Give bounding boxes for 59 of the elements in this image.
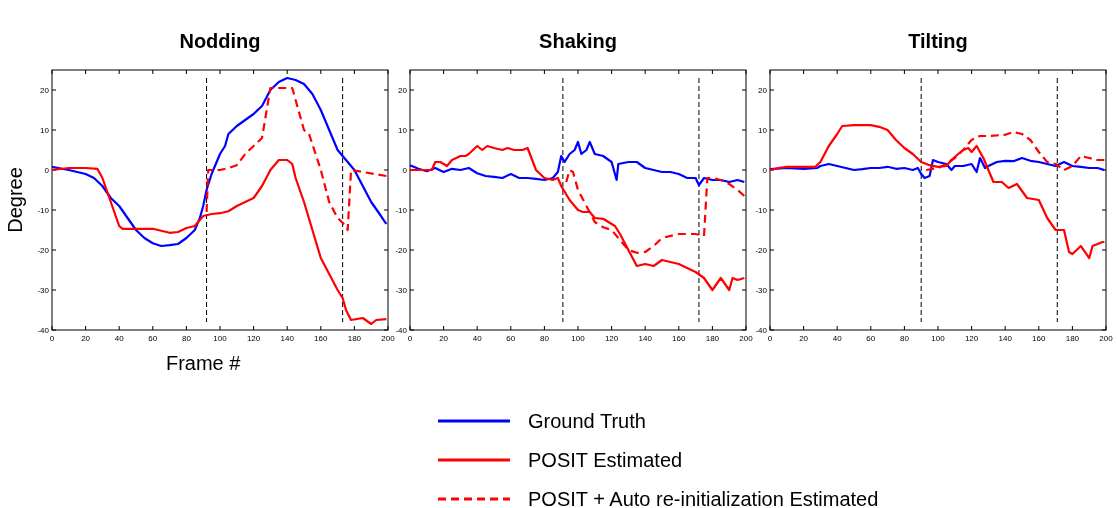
y-tick-label: -40: [755, 325, 768, 335]
x-axis-title: Frame #: [165, 352, 242, 374]
x-tick-label: 100: [931, 334, 946, 343]
y-tick-label: -10: [395, 205, 408, 215]
x-tick-label: 200: [739, 334, 754, 343]
y-tick-label: -10: [37, 205, 50, 215]
x-tick-label: 40: [472, 334, 483, 343]
x-tick-label: 40: [114, 334, 125, 343]
legend-label: POSIT Estimated: [528, 449, 683, 471]
y-tick-label: -40: [395, 325, 408, 335]
x-tick-label: 180: [1065, 334, 1080, 343]
x-tick-label: 160: [672, 334, 687, 343]
legend-label: POSIT + Auto re-initialization Estimated: [528, 488, 879, 508]
x-tick-label: 160: [314, 334, 329, 343]
y-tick-label: -30: [37, 285, 50, 295]
x-tick-label: 140: [638, 334, 653, 343]
y-tick-label: 0: [762, 165, 768, 175]
x-tick-label: 60: [506, 334, 516, 343]
x-tick-label: 120: [604, 334, 619, 343]
y-tick-label: -40: [37, 325, 50, 335]
chart-title: Tilting: [908, 30, 968, 52]
y-tick-label: -10: [755, 205, 768, 215]
y-tick-label: -20: [395, 245, 408, 255]
x-tick-label: 80: [539, 334, 550, 343]
y-tick-label: -20: [37, 245, 50, 255]
y-tick-label: 10: [758, 125, 768, 135]
y-tick-label: 20: [40, 85, 50, 95]
x-tick-label: 80: [899, 334, 910, 343]
x-tick-label: 120: [964, 334, 979, 343]
y-tick-label: 10: [398, 125, 408, 135]
x-tick-label: 20: [439, 334, 449, 343]
x-tick-label: 180: [347, 334, 362, 343]
x-tick-label: 180: [705, 334, 720, 343]
x-tick-label: 160: [1032, 334, 1047, 343]
x-tick-label: 20: [81, 334, 91, 343]
y-tick-label: 0: [402, 165, 408, 175]
x-tick-label: 20: [799, 334, 809, 343]
x-tick-label: 140: [280, 334, 295, 343]
chart-title: Shaking: [539, 30, 617, 52]
chart-title: Nodding: [179, 30, 261, 52]
legend-label: Ground Truth: [528, 410, 646, 432]
y-tick-label: 20: [758, 85, 768, 95]
x-tick-label: 200: [381, 334, 396, 343]
y-tick-label: -30: [755, 285, 768, 295]
x-tick-label: 140: [998, 334, 1013, 343]
y-tick-label: 20: [398, 85, 408, 95]
x-tick-label: 60: [148, 334, 158, 343]
x-tick-label: 40: [832, 334, 843, 343]
y-tick-label: -30: [395, 285, 408, 295]
y-tick-label: 0: [44, 165, 50, 175]
x-tick-label: 100: [571, 334, 586, 343]
y-tick-label: -20: [755, 245, 768, 255]
x-tick-label: 80: [181, 334, 192, 343]
x-tick-label: 120: [246, 334, 261, 343]
x-tick-label: 100: [213, 334, 228, 343]
x-tick-label: 200: [1099, 334, 1114, 343]
y-tick-label: 10: [40, 125, 50, 135]
y-axis-title: Degree: [4, 167, 26, 233]
x-tick-label: 60: [866, 334, 876, 343]
